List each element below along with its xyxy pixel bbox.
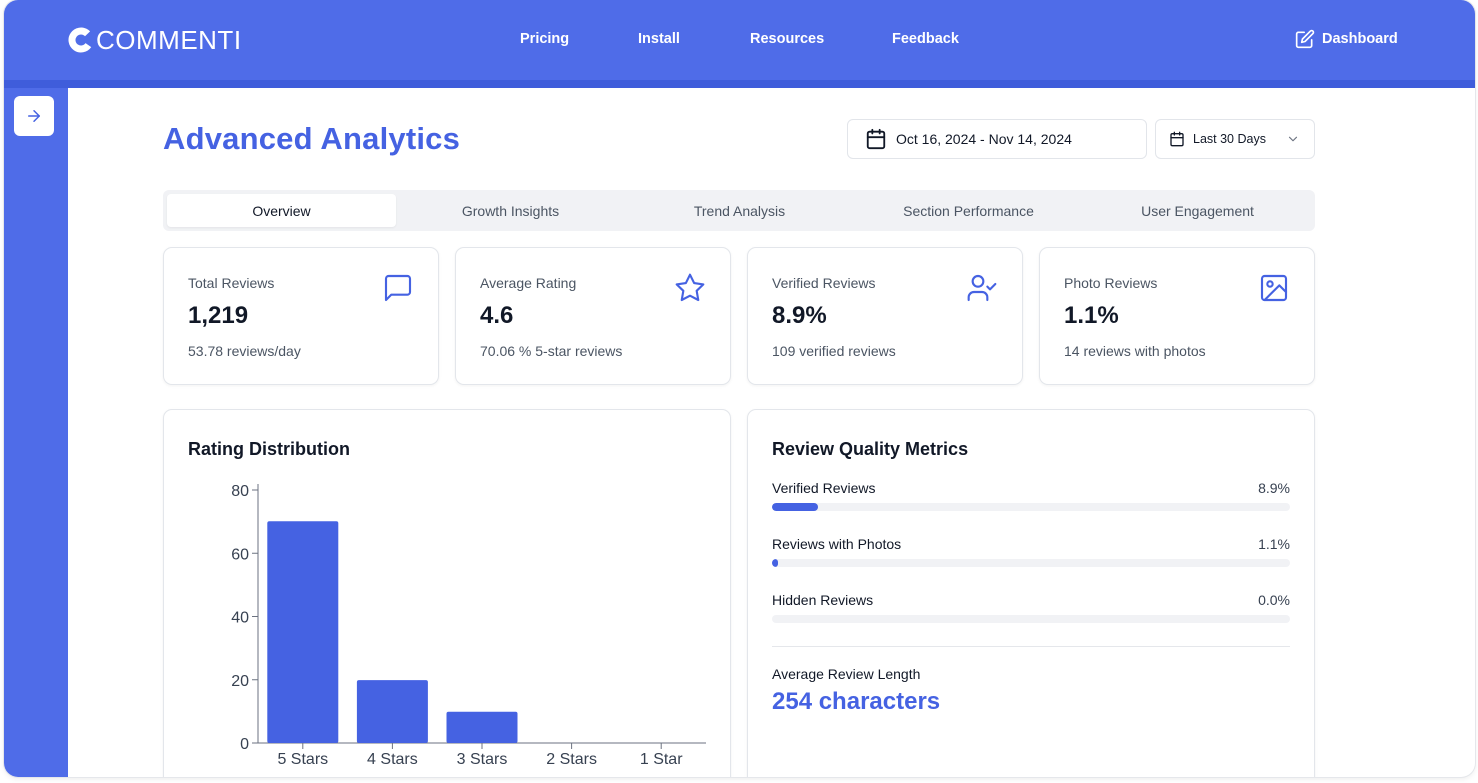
- stat-label: Average Rating: [480, 275, 577, 291]
- dashboard-label: Dashboard: [1322, 31, 1398, 47]
- tab-section-performance[interactable]: Section Performance: [903, 202, 1034, 219]
- arrow-right-icon: [28, 110, 40, 122]
- stat-label: Total Reviews: [188, 275, 275, 291]
- x-tick-label: 3 Stars: [457, 751, 508, 768]
- avg-length-value: 254 characters: [772, 688, 941, 715]
- stat-value: 8.9%: [772, 302, 827, 329]
- analytics-tabs: Overview Growth Insights Trend Analysis …: [163, 190, 1315, 231]
- metric-value-hidden: 0.0%: [1258, 592, 1290, 608]
- user-check-icon: [967, 274, 997, 302]
- calendar-icon: [866, 128, 886, 150]
- metric-label-verified: Verified Reviews: [772, 480, 876, 496]
- tab-growth-insights[interactable]: Growth Insights: [461, 202, 560, 219]
- progress-bar-hidden: [772, 615, 1290, 623]
- y-tick-label: 40: [231, 610, 249, 627]
- nav-link-feedback[interactable]: Feedback: [892, 31, 959, 47]
- brand-logo[interactable]: COMMENTI: [68, 24, 242, 55]
- stat-subtext: 14 reviews with photos: [1064, 343, 1206, 359]
- sidebar-expand-button[interactable]: [14, 96, 54, 136]
- chevron-down-icon: [1288, 136, 1298, 142]
- metric-label-hidden: Hidden Reviews: [772, 592, 874, 608]
- bar-3-stars: [446, 711, 518, 743]
- nav-link-resources[interactable]: Resources: [750, 31, 825, 47]
- date-range-text: Oct 16, 2024 - Nov 14, 2024: [896, 131, 1072, 147]
- tab-overview[interactable]: Overview: [167, 194, 396, 227]
- metric-label-photos: Reviews with Photos: [772, 536, 902, 552]
- calendar-small-icon: [1170, 131, 1184, 147]
- stat-card-average-rating: Average Rating 4.6 70.06 % 5-star review…: [455, 247, 731, 385]
- progress-bar-verified: [772, 503, 1290, 511]
- stat-subtext: 109 verified reviews: [772, 343, 896, 359]
- rating-distribution-panel: Rating Distribution 0 20 40 60 80 5 Stars 4 St…: [163, 409, 731, 777]
- tab-user-engagement[interactable]: User Engagement: [1141, 202, 1254, 219]
- logo-c-icon: [68, 27, 94, 53]
- dashboard-link[interactable]: Dashboard: [1295, 29, 1398, 49]
- divider: [772, 646, 1290, 647]
- y-tick-label: 0: [240, 736, 249, 753]
- bar-5-stars: [267, 521, 339, 743]
- stat-card-verified-reviews: Verified Reviews 8.9% 109 verified revie…: [747, 247, 1023, 385]
- rating-distribution-chart: 0 20 40 60 80 5 Stars 4 Stars 3 Stars 2 Stars 1 S…: [231, 483, 706, 768]
- panel-title: Review Quality Metrics: [772, 439, 969, 459]
- message-square-icon: [384, 274, 412, 302]
- date-range-picker[interactable]: Oct 16, 2024 - Nov 14, 2024: [847, 119, 1147, 159]
- x-tick-label: 2 Stars: [546, 751, 597, 768]
- brand-name: COMMENTI: [96, 24, 242, 55]
- review-quality-panel: Review Quality Metrics Verified Reviews …: [747, 409, 1315, 777]
- stat-label: Photo Reviews: [1064, 275, 1158, 291]
- stat-card-total-reviews: Total Reviews 1,219 53.78 reviews/day: [163, 247, 439, 385]
- x-tick-label: 5 Stars: [277, 751, 328, 768]
- period-select[interactable]: Last 30 Days: [1155, 119, 1315, 159]
- stat-value: 1.1%: [1064, 302, 1119, 329]
- image-icon: [1260, 274, 1288, 302]
- x-tick-label: 4 Stars: [367, 751, 418, 768]
- y-tick-label: 80: [231, 483, 249, 500]
- progress-bar-photos: [772, 559, 1290, 567]
- panel-title: Rating Distribution: [188, 439, 350, 459]
- star-icon: [675, 273, 705, 302]
- stat-subtext: 53.78 reviews/day: [188, 343, 301, 359]
- nav-link-install[interactable]: Install: [638, 31, 680, 47]
- page-title: Advanced Analytics: [163, 121, 461, 156]
- metric-value-verified: 8.9%: [1258, 480, 1290, 496]
- navbar-shadow: [4, 80, 1475, 88]
- metric-value-photos: 1.1%: [1258, 536, 1290, 552]
- stat-label: Verified Reviews: [772, 275, 876, 291]
- tab-trend-analysis[interactable]: Trend Analysis: [693, 202, 786, 219]
- stat-card-photo-reviews: Photo Reviews 1.1% 14 reviews with photo…: [1039, 247, 1315, 385]
- progress-fill-verified: [772, 503, 819, 511]
- avg-length-label: Average Review Length: [772, 666, 921, 682]
- progress-fill-photos: [772, 559, 778, 567]
- app-window: COMMENTI Pricing Install Resources Feedb…: [4, 0, 1475, 777]
- y-tick-label: 20: [231, 673, 249, 690]
- stat-subtext: 70.06 % 5-star reviews: [480, 343, 623, 359]
- bar-4-stars: [356, 680, 428, 743]
- stat-value: 4.6: [480, 302, 514, 329]
- top-navbar: COMMENTI Pricing Install Resources Feedb…: [4, 0, 1475, 80]
- nav-link-pricing[interactable]: Pricing: [520, 31, 570, 47]
- edit-icon: [1295, 29, 1315, 49]
- period-select-value: Last 30 Days: [1193, 132, 1266, 146]
- stat-value: 1,219: [188, 302, 249, 329]
- x-tick-label: 1 Star: [640, 751, 683, 768]
- sidebar: [4, 88, 68, 777]
- y-tick-label: 60: [231, 546, 249, 563]
